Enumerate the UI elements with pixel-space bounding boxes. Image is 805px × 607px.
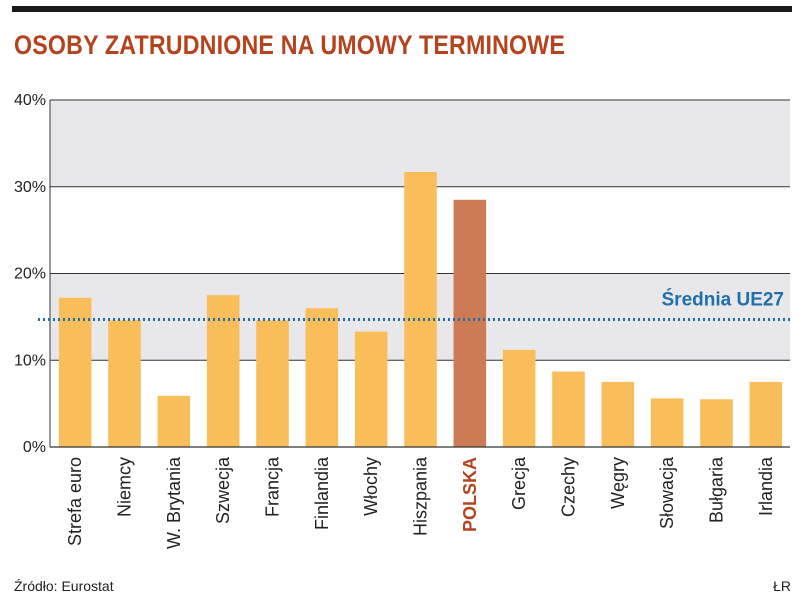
x-tick-label: W. Brytania xyxy=(164,456,184,549)
x-tick-label: Strefa euro xyxy=(65,457,85,546)
y-tick-label: 20% xyxy=(14,266,46,283)
x-tick-label: Bułgaria xyxy=(707,456,727,523)
y-tick-label: 30% xyxy=(14,179,46,196)
bar-highlight xyxy=(453,199,487,447)
bar xyxy=(157,395,191,447)
x-tick-label: Finlandia xyxy=(312,456,332,530)
bar xyxy=(650,398,684,447)
bar xyxy=(404,172,437,447)
x-tick-label: Słowacja xyxy=(657,456,677,529)
bar xyxy=(305,308,339,447)
bar xyxy=(601,381,635,447)
author-credit: ŁR xyxy=(773,578,791,594)
x-tick-label: Włochy xyxy=(361,457,381,516)
x-tick-label: POLSKA xyxy=(460,457,480,532)
bar xyxy=(749,381,783,447)
x-tick-label: Szwecja xyxy=(213,456,233,524)
bar xyxy=(256,320,289,447)
x-tick-label: Czechy xyxy=(559,457,579,517)
source-note: Źródło: Eurostat xyxy=(14,578,114,594)
x-tick-label: Grecja xyxy=(509,456,529,510)
y-tick-label: 0% xyxy=(23,439,46,456)
bar xyxy=(58,297,92,447)
average-line-label: Średnia UE27 xyxy=(662,288,785,310)
x-tick-label: Francja xyxy=(263,456,283,517)
bar xyxy=(354,331,388,447)
x-tick-label: Niemcy xyxy=(115,457,135,517)
x-tick-label: Irlandia xyxy=(756,456,776,516)
bar xyxy=(552,371,585,447)
bar xyxy=(502,349,536,447)
top-rule xyxy=(12,6,792,12)
x-tick-label: Hiszpania xyxy=(411,456,431,536)
x-tick-label: Węgry xyxy=(608,457,628,509)
y-tick-label: 10% xyxy=(14,352,46,369)
chart-title: OSOBY ZATRUDNIONE NA UMOWY TERMINOWE xyxy=(14,30,566,60)
bar xyxy=(206,295,240,447)
bar xyxy=(700,399,733,447)
bar xyxy=(108,320,141,447)
y-tick-label: 40% xyxy=(14,92,46,109)
